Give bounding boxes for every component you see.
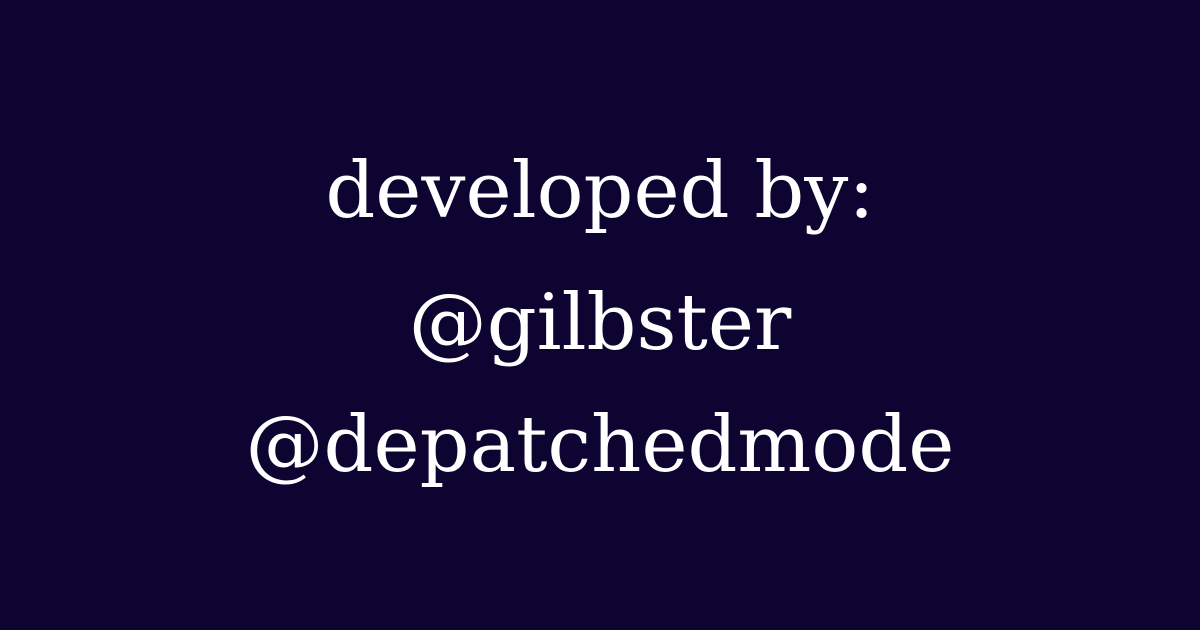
developer-handle-depatchedmode: @depatchedmode (245, 400, 955, 490)
credits-heading: developed by: (325, 146, 875, 236)
developer-handle-gilbster: @gilbster (408, 278, 792, 368)
